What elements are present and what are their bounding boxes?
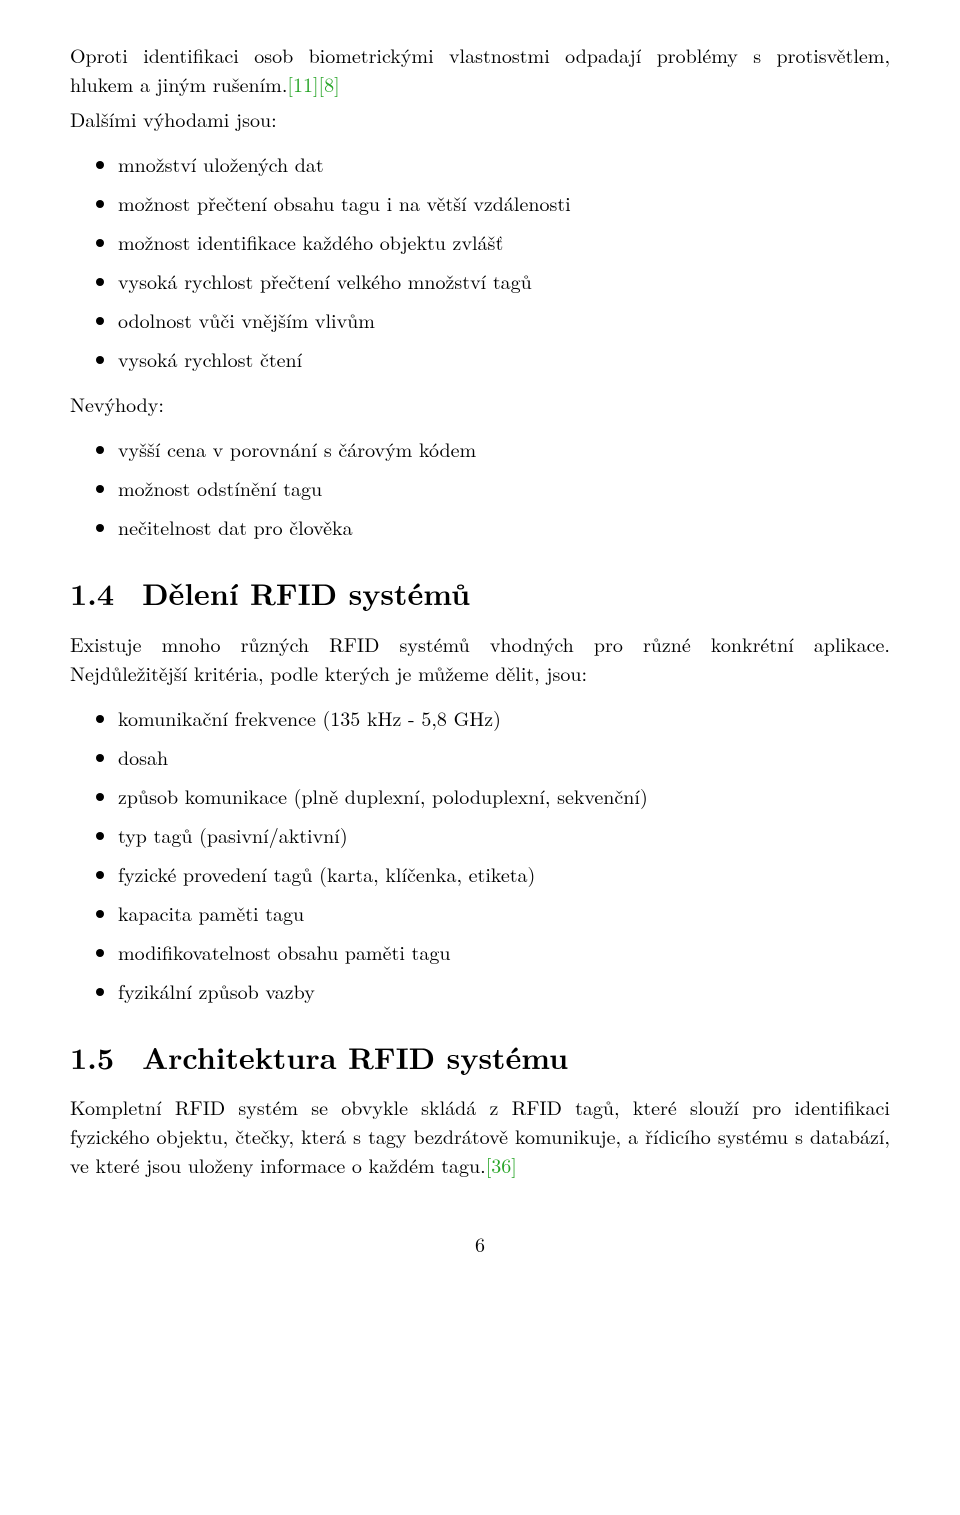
list-item: typ tagů (pasivní/aktivní) xyxy=(118,820,890,849)
list-item: fyzikální způsob vazby xyxy=(118,976,890,1005)
section-heading-1-5: 1.5 Architektura RFID systému xyxy=(70,1035,890,1079)
citation-11[interactable]: [11] xyxy=(287,69,318,98)
list-item: vysoká rychlost přečtení velkého množstv… xyxy=(118,266,890,295)
list-item: vyšší cena v porovnání s čárovým kódem xyxy=(118,434,890,463)
intro-text: Oproti identifikaci osob biometrickými v… xyxy=(70,40,890,98)
list-item: modifikovatelnost obsahu paměti tagu xyxy=(118,937,890,966)
list-item: komunikační frekvence (135 kHz - 5,8 GHz… xyxy=(118,703,890,732)
section-1-5-text: Kompletní RFID systém se obvykle skládá … xyxy=(70,1092,890,1179)
section-1-5-paragraph: Kompletní RFID systém se obvykle skládá … xyxy=(70,1092,890,1179)
further-advantages-label: Dalšími výhodami jsou: xyxy=(70,104,890,133)
section-heading-1-4: 1.4 Dělení RFID systémů xyxy=(70,571,890,615)
list-item: možnost identifikace každého objektu zvl… xyxy=(118,227,890,256)
page-number: 6 xyxy=(70,1229,890,1258)
list-item: kapacita paměti tagu xyxy=(118,898,890,927)
section-1-4-paragraph: Existuje mnoho různých RFID systémů vhod… xyxy=(70,629,890,687)
section-title: Architektura RFID systému xyxy=(142,1035,568,1078)
disadvantages-label: Nevýhody: xyxy=(70,389,890,418)
list-item: možnost odstínění tagu xyxy=(118,473,890,502)
section-title: Dělení RFID systémů xyxy=(142,571,470,614)
list-item: množství uložených dat xyxy=(118,149,890,178)
list-item: fyzické provedení tagů (karta, klíčenka,… xyxy=(118,859,890,888)
list-item: dosah xyxy=(118,742,890,771)
citation-8[interactable]: [8] xyxy=(319,69,340,98)
criteria-list: komunikační frekvence (135 kHz - 5,8 GHz… xyxy=(70,703,890,1005)
list-item: způsob komunikace (plně duplexní, polodu… xyxy=(118,781,890,810)
disadvantages-list: vyšší cena v porovnání s čárovým kódem m… xyxy=(70,434,890,541)
advantages-list: množství uložených dat možnost přečtení … xyxy=(70,149,890,373)
list-item: možnost přečtení obsahu tagu i na větší … xyxy=(118,188,890,217)
list-item: vysoká rychlost čtení xyxy=(118,344,890,373)
intro-paragraph: Oproti identifikaci osob biometrickými v… xyxy=(70,40,890,98)
citation-36[interactable]: [36] xyxy=(486,1150,517,1179)
list-item: odolnost vůči vnějším vlivům xyxy=(118,305,890,334)
section-number: 1.4 xyxy=(70,571,114,615)
list-item: nečitelnost dat pro člověka xyxy=(118,512,890,541)
section-number: 1.5 xyxy=(70,1035,114,1079)
